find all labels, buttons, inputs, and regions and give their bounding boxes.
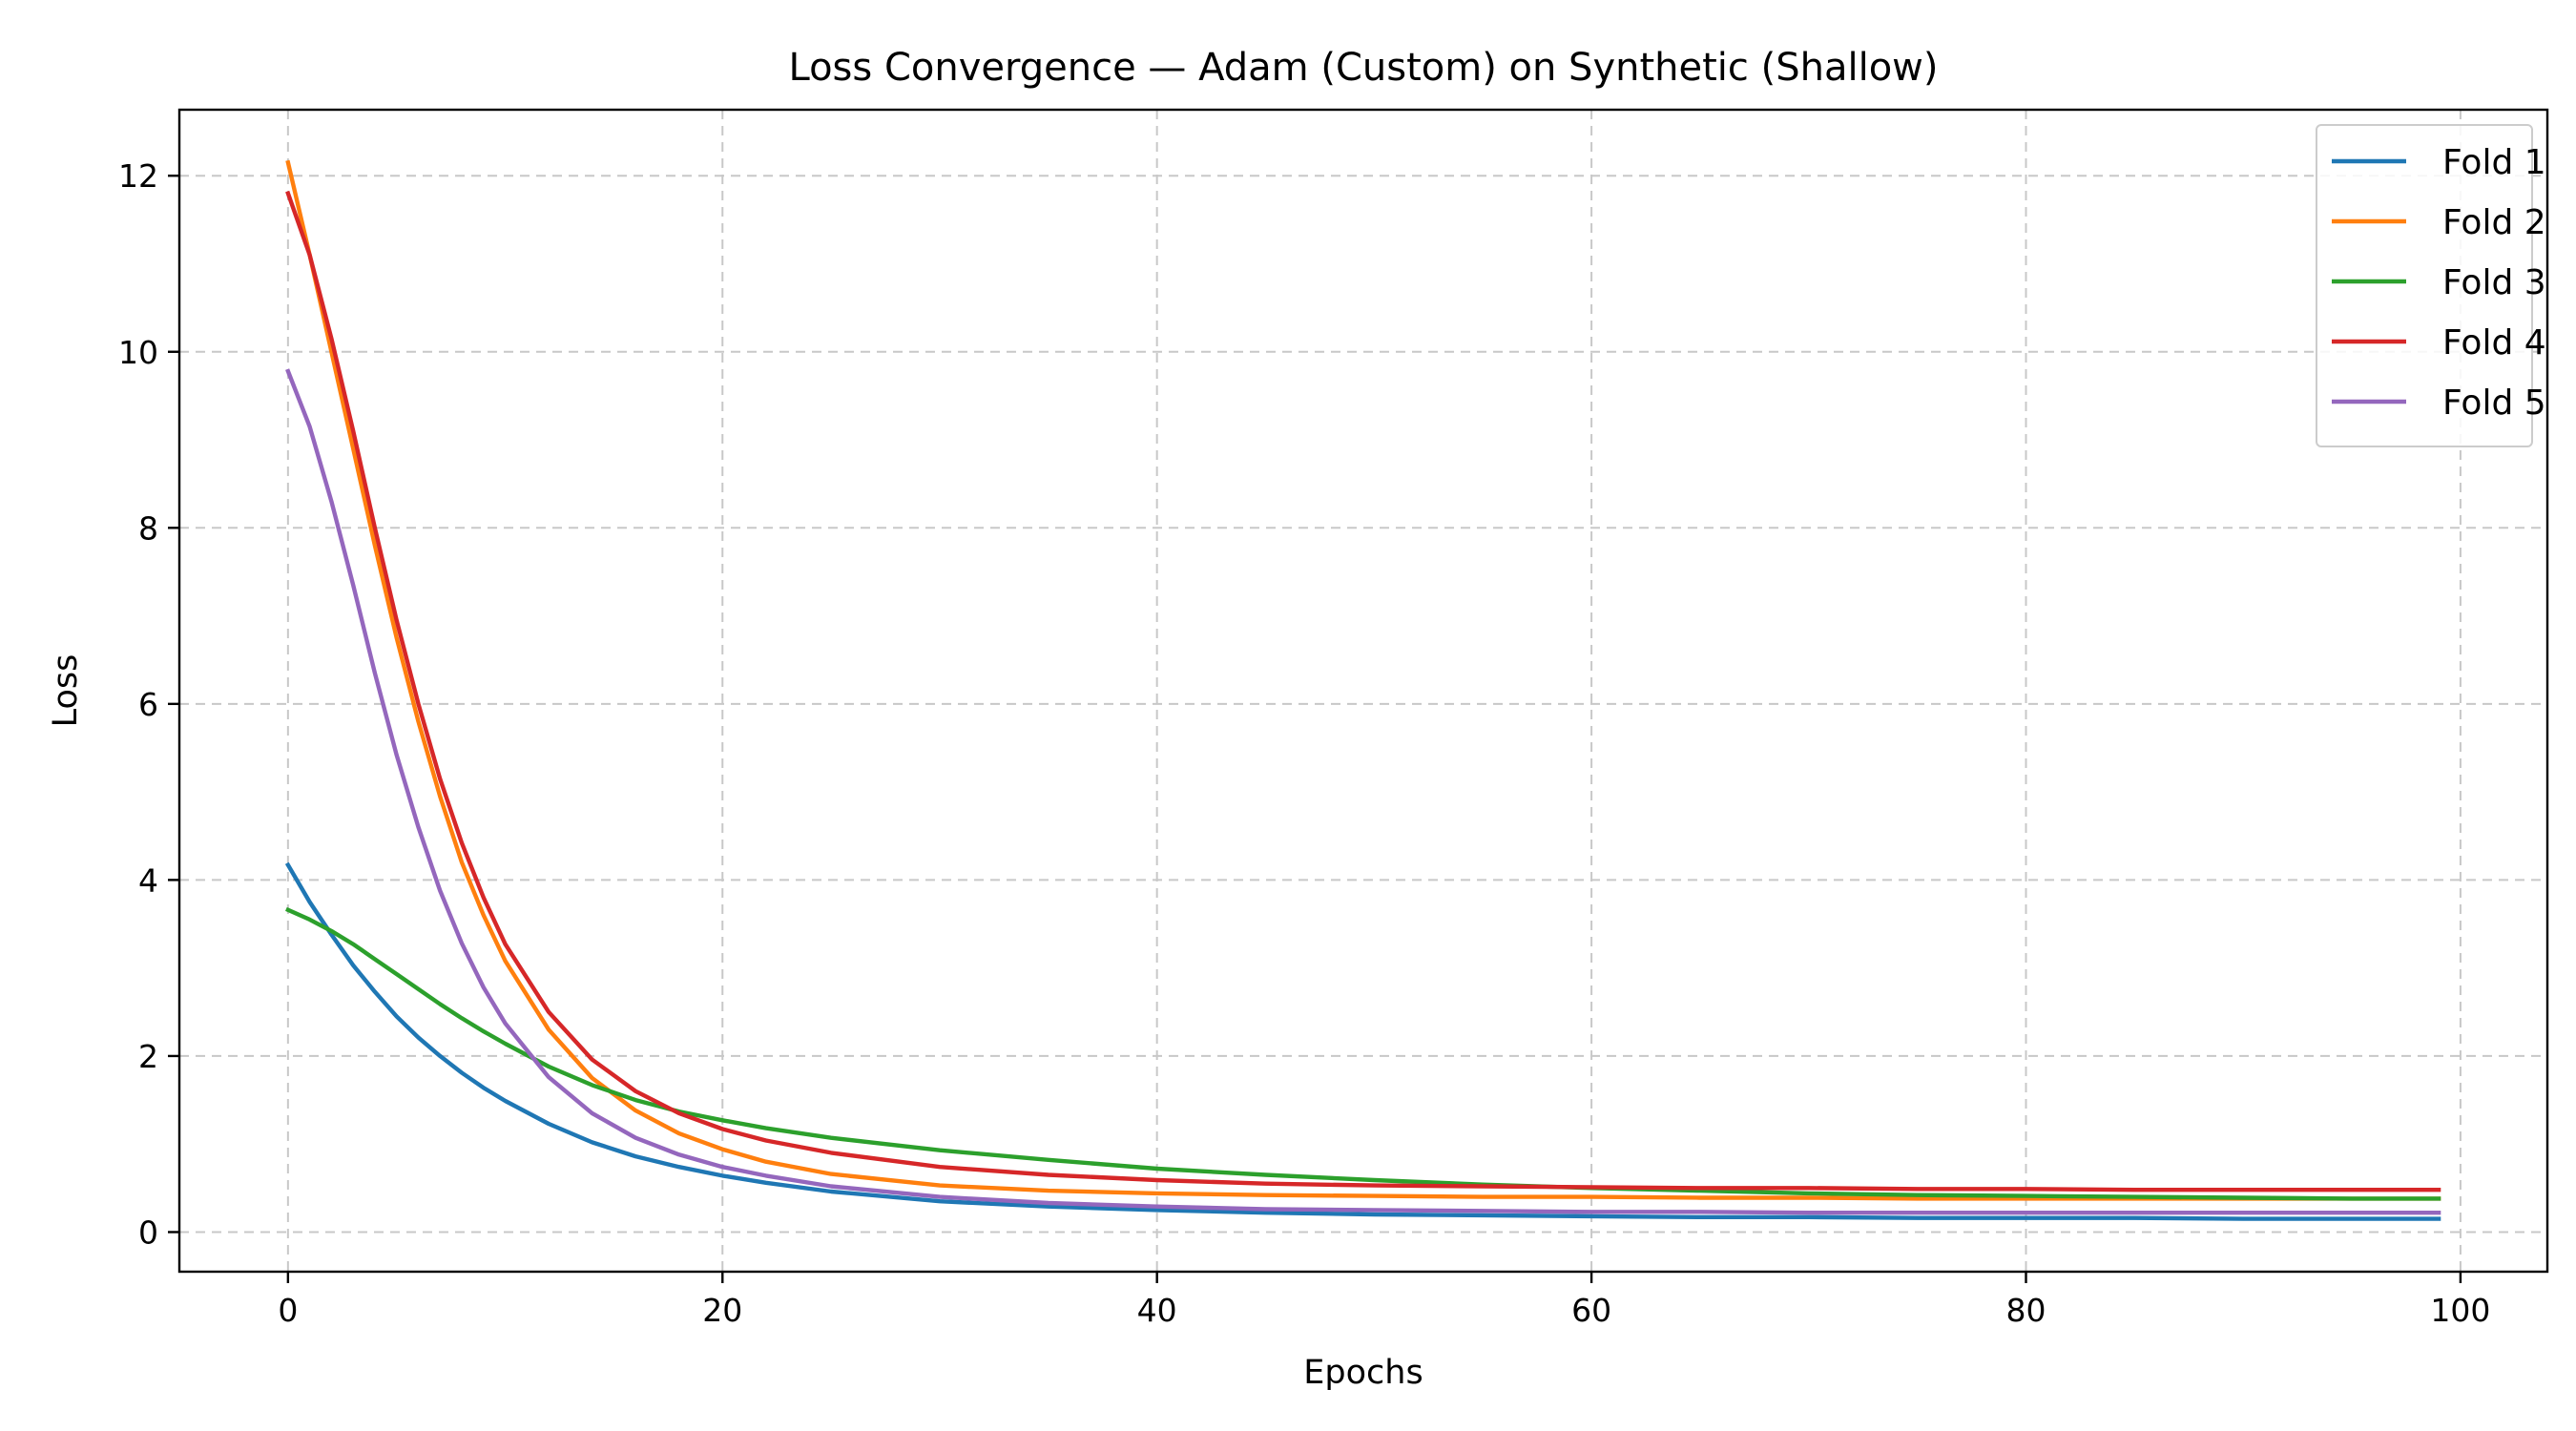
legend-label: Fold 1: [2442, 143, 2546, 182]
x-tick-label: 80: [2006, 1292, 2046, 1329]
y-tick-label: 2: [138, 1038, 158, 1075]
plot-series: [284, 159, 2441, 1221]
y-axis-label: Loss: [47, 654, 85, 728]
y-tick-label: 6: [138, 686, 158, 723]
legend-label: Fold 2: [2442, 203, 2546, 242]
x-tick-label: 40: [1137, 1292, 1177, 1329]
x-tick-label: 20: [702, 1292, 742, 1329]
legend-box: [2316, 124, 2533, 447]
series-line-fold-1: [284, 861, 2441, 1221]
series-line-fold-5: [285, 368, 2441, 1215]
series-line-fold-2: [285, 159, 2441, 1201]
legend-label: Fold 4: [2442, 323, 2546, 363]
chart-title: Loss Convergence — Adam (Custom) on Synt…: [789, 46, 1939, 90]
series-line-fold-4: [285, 190, 2441, 1192]
x-tick-label: 0: [278, 1292, 298, 1329]
x-tick-label: 100: [2430, 1292, 2490, 1329]
y-tick-label: 10: [118, 334, 158, 371]
x-tick-label: 60: [1571, 1292, 1611, 1329]
x-axis-label: Epochs: [1303, 1354, 1423, 1392]
y-tick-label: 12: [118, 157, 158, 195]
y-tick-label: 0: [138, 1213, 158, 1251]
y-tick-label: 4: [138, 861, 158, 899]
series-line-fold-3: [284, 906, 2441, 1201]
y-tick-label: 8: [138, 509, 158, 547]
legend-label: Fold 5: [2442, 384, 2546, 423]
legend: Fold 1 Fold 2 Fold 3 Fold 4 Fold 5: [2316, 124, 2546, 447]
legend-label: Fold 3: [2442, 263, 2546, 302]
plot-area-frame: [177, 108, 2549, 1274]
axis-ticks: 0 20 40 60 80 100 0 2 4 6 8 10 12: [118, 157, 2490, 1329]
